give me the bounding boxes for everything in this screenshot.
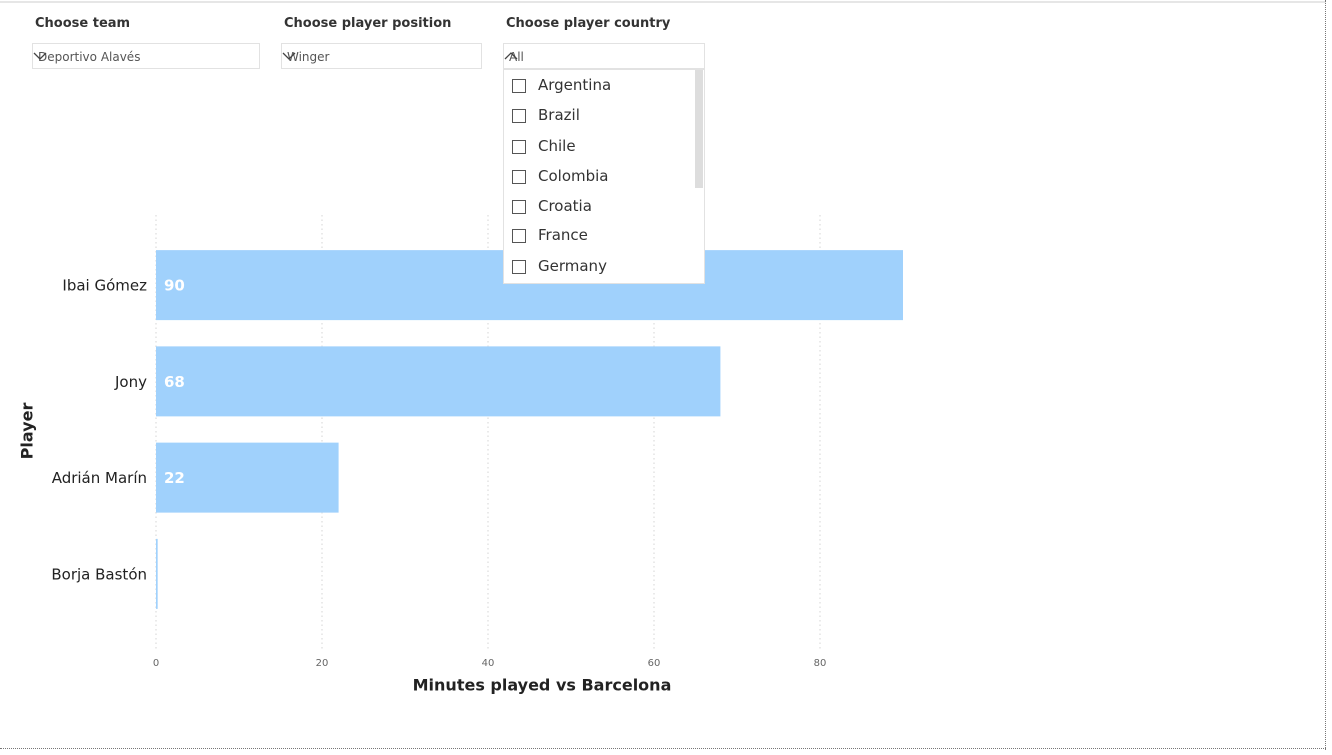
x-tick-label: 0 bbox=[153, 658, 159, 669]
y-tick-label: Adrián Marín bbox=[52, 469, 147, 487]
dropdown[interactable]: Deportivo Alavés bbox=[32, 43, 260, 69]
dropdown-value: All bbox=[509, 50, 524, 64]
chevron-path bbox=[33, 52, 47, 60]
y-tick-label: Borja Bastón bbox=[51, 565, 147, 583]
checkbox[interactable] bbox=[512, 109, 526, 123]
data-label: 22 bbox=[164, 469, 185, 487]
checkbox[interactable] bbox=[512, 260, 526, 274]
dropdown-list: Argentina Brazil Chile Colombia Croatia Franc… bbox=[503, 69, 705, 284]
checkbox[interactable] bbox=[512, 140, 526, 154]
x-tick-label: 20 bbox=[316, 658, 329, 669]
checkbox[interactable] bbox=[512, 200, 526, 214]
option-label: Germany bbox=[538, 257, 607, 275]
dropdown-value: Winger bbox=[287, 50, 330, 64]
checkbox[interactable] bbox=[512, 229, 526, 243]
dropdown[interactable]: Winger bbox=[281, 43, 482, 69]
top-border bbox=[0, 1, 1326, 3]
checkbox[interactable] bbox=[512, 79, 526, 93]
option-label: Brazil bbox=[538, 106, 580, 124]
slicer-title: Choose team bbox=[35, 16, 131, 31]
data-label: 68 bbox=[164, 373, 185, 391]
bar bbox=[156, 346, 721, 417]
option-label: Chile bbox=[538, 137, 576, 155]
dropdown[interactable]: All bbox=[503, 43, 705, 69]
slicer-title: Choose player position bbox=[284, 16, 452, 31]
x-axis-title: Minutes played vs Barcelona bbox=[413, 676, 672, 695]
x-tick-label: 60 bbox=[648, 658, 661, 669]
scrollbar[interactable] bbox=[695, 70, 703, 188]
option-label: Colombia bbox=[538, 167, 609, 185]
checkbox[interactable] bbox=[512, 170, 526, 184]
chevron-path bbox=[282, 52, 296, 60]
option-label: France bbox=[538, 226, 588, 244]
dropdown-value: Deportivo Alavés bbox=[38, 50, 141, 64]
x-tick-label: 80 bbox=[814, 658, 827, 669]
bar bbox=[156, 442, 339, 513]
option-label: Croatia bbox=[538, 197, 592, 215]
data-label: 90 bbox=[164, 277, 185, 295]
chevron-path bbox=[504, 52, 518, 60]
chevron bbox=[504, 52, 518, 60]
y-axis-title: Player bbox=[18, 403, 37, 460]
right-border bbox=[1325, 0, 1326, 750]
bottom-border bbox=[0, 748, 1326, 749]
chevron bbox=[282, 52, 296, 60]
slicer-title: Choose player country bbox=[506, 16, 671, 31]
y-tick-label: Jony bbox=[114, 373, 147, 391]
bar bbox=[156, 538, 158, 609]
y-tick-label: Ibai Gómez bbox=[62, 277, 147, 295]
option-label: Argentina bbox=[538, 76, 612, 94]
chevron bbox=[33, 52, 47, 60]
x-tick-label: 40 bbox=[482, 658, 495, 669]
